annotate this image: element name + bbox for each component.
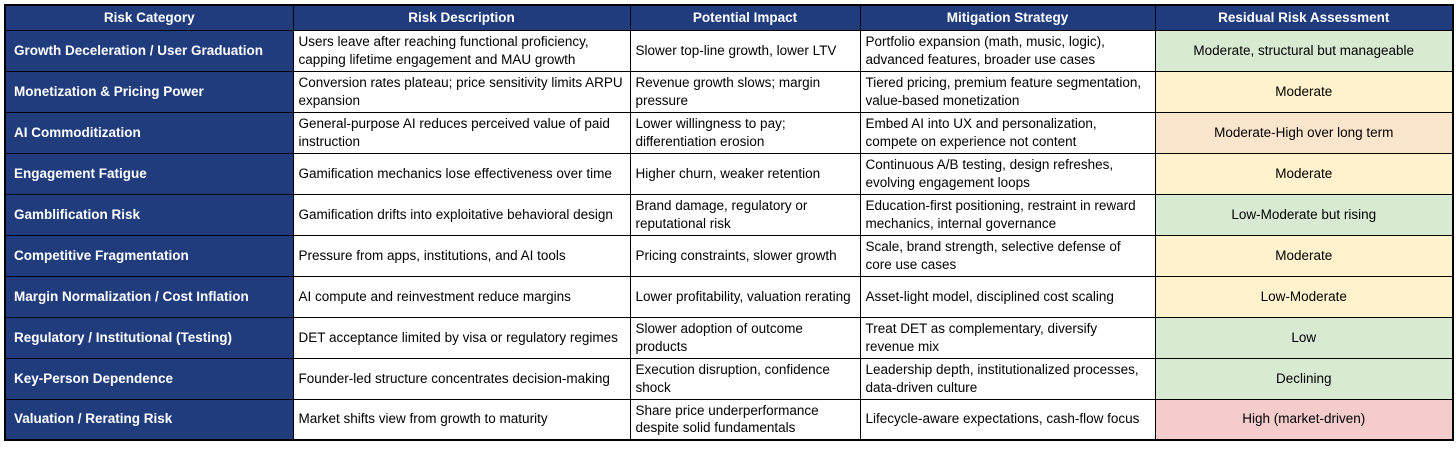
table-row: Growth Deceleration / User Graduation Us… xyxy=(4,29,1454,72)
residual-risk-cell: High (market-driven) xyxy=(1154,398,1454,441)
risk-description-cell: Market shifts view from growth to maturi… xyxy=(292,398,631,441)
table-row: Regulatory / Institutional (Testing) DET… xyxy=(4,316,1454,359)
residual-risk-cell: Low-Moderate but rising xyxy=(1154,193,1454,236)
header-row: Risk Category Risk Description Potential… xyxy=(4,4,1454,31)
mitigation-strategy-cell: Lifecycle-aware expectations, cash-flow … xyxy=(859,398,1156,441)
header-risk-category: Risk Category xyxy=(4,4,294,31)
header-potential-impact: Potential Impact xyxy=(629,4,861,31)
risk-category-cell: Margin Normalization / Cost Inflation xyxy=(4,275,294,318)
table-row: Competitive Fragmentation Pressure from … xyxy=(4,234,1454,277)
mitigation-strategy-cell: Asset-light model, disciplined cost scal… xyxy=(859,275,1156,318)
risk-table: Risk Category Risk Description Potential… xyxy=(4,4,1454,442)
mitigation-strategy-cell: Embed AI into UX and personalization, co… xyxy=(859,111,1156,154)
potential-impact-cell: Execution disruption, confidence shock xyxy=(629,357,861,400)
table-row: Engagement Fatigue Gamification mechanic… xyxy=(4,152,1454,195)
risk-category-cell: AI Commoditization xyxy=(4,111,294,154)
potential-impact-cell: Pricing constraints, slower growth xyxy=(629,234,861,277)
table-row: Margin Normalization / Cost Inflation AI… xyxy=(4,275,1454,318)
residual-risk-cell: Declining xyxy=(1154,357,1454,400)
risk-description-cell: Founder-led structure concentrates decis… xyxy=(292,357,631,400)
potential-impact-cell: Brand damage, regulatory or reputational… xyxy=(629,193,861,236)
risk-description-cell: Pressure from apps, institutions, and AI… xyxy=(292,234,631,277)
mitigation-strategy-cell: Portfolio expansion (math, music, logic)… xyxy=(859,29,1156,72)
residual-risk-cell: Moderate xyxy=(1154,152,1454,195)
potential-impact-cell: Slower top-line growth, lower LTV xyxy=(629,29,861,72)
residual-risk-cell: Moderate, structural but manageable xyxy=(1154,29,1454,72)
table-row: Gamblification Risk Gamification drifts … xyxy=(4,193,1454,236)
table-row: Valuation / Rerating Risk Market shifts … xyxy=(4,398,1454,441)
risk-category-cell: Competitive Fragmentation xyxy=(4,234,294,277)
risk-description-cell: Gamification drifts into exploitative be… xyxy=(292,193,631,236)
mitigation-strategy-cell: Treat DET as complementary, diversify re… xyxy=(859,316,1156,359)
risk-description-cell: Users leave after reaching functional pr… xyxy=(292,29,631,72)
risk-category-cell: Key-Person Dependence xyxy=(4,357,294,400)
potential-impact-cell: Revenue growth slows; margin pressure xyxy=(629,70,861,113)
potential-impact-cell: Lower profitability, valuation rerating xyxy=(629,275,861,318)
table-row: Monetization & Pricing Power Conversion … xyxy=(4,70,1454,113)
residual-risk-cell: Low-Moderate xyxy=(1154,275,1454,318)
risk-description-cell: AI compute and reinvestment reduce margi… xyxy=(292,275,631,318)
residual-risk-cell: Moderate xyxy=(1154,234,1454,277)
mitigation-strategy-cell: Scale, brand strength, selective defense… xyxy=(859,234,1156,277)
mitigation-strategy-cell: Tiered pricing, premium feature segmenta… xyxy=(859,70,1156,113)
residual-risk-cell: Low xyxy=(1154,316,1454,359)
mitigation-strategy-cell: Leadership depth, institutionalized proc… xyxy=(859,357,1156,400)
risk-category-cell: Valuation / Rerating Risk xyxy=(4,398,294,441)
risk-description-cell: General-purpose AI reduces perceived val… xyxy=(292,111,631,154)
risk-category-cell: Regulatory / Institutional (Testing) xyxy=(4,316,294,359)
risk-description-cell: Conversion rates plateau; price sensitiv… xyxy=(292,70,631,113)
potential-impact-cell: Slower adoption of outcome products xyxy=(629,316,861,359)
risk-category-cell: Growth Deceleration / User Graduation xyxy=(4,29,294,72)
residual-risk-cell: Moderate-High over long term xyxy=(1154,111,1454,154)
table-row: Key-Person Dependence Founder-led struct… xyxy=(4,357,1454,400)
mitigation-strategy-cell: Continuous A/B testing, design refreshes… xyxy=(859,152,1156,195)
risk-description-cell: Gamification mechanics lose effectivenes… xyxy=(292,152,631,195)
header-residual-risk-assessment: Residual Risk Assessment xyxy=(1154,4,1454,31)
header-mitigation-strategy: Mitigation Strategy xyxy=(859,4,1156,31)
potential-impact-cell: Lower willingness to pay; differentiatio… xyxy=(629,111,861,154)
table-row: AI Commoditization General-purpose AI re… xyxy=(4,111,1454,154)
risk-category-cell: Monetization & Pricing Power xyxy=(4,70,294,113)
risk-category-cell: Engagement Fatigue xyxy=(4,152,294,195)
risk-description-cell: DET acceptance limited by visa or regula… xyxy=(292,316,631,359)
potential-impact-cell: Higher churn, weaker retention xyxy=(629,152,861,195)
header-risk-description: Risk Description xyxy=(292,4,631,31)
potential-impact-cell: Share price underperformance despite sol… xyxy=(629,398,861,441)
risk-category-cell: Gamblification Risk xyxy=(4,193,294,236)
mitigation-strategy-cell: Education-first positioning, restraint i… xyxy=(859,193,1156,236)
residual-risk-cell: Moderate xyxy=(1154,70,1454,113)
